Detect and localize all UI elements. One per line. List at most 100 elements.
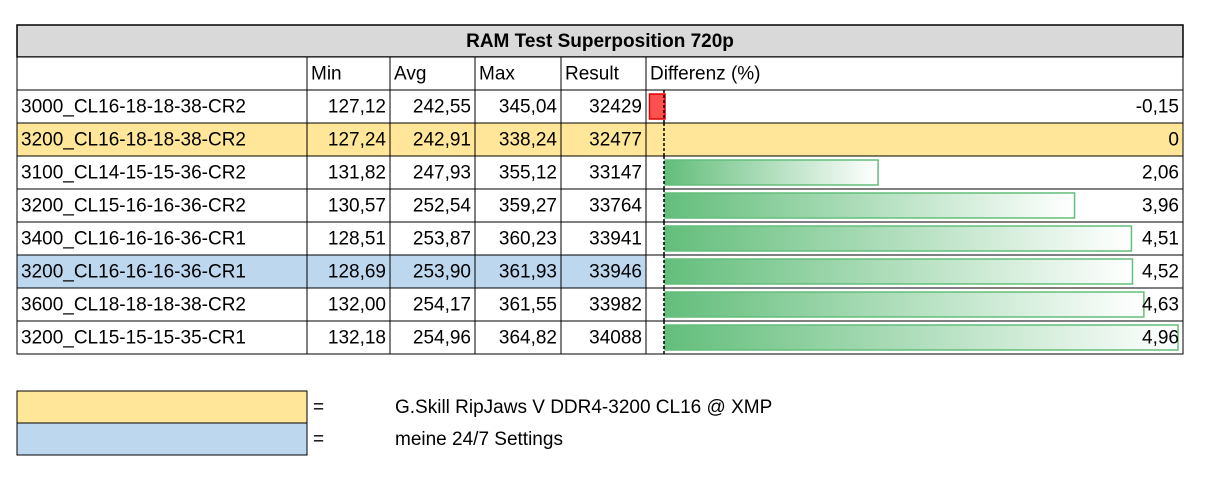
- cell-value: 360,23: [499, 229, 557, 250]
- cell-value: 127,12: [328, 97, 386, 118]
- cell-value: 33946: [589, 262, 642, 283]
- data-bar: [664, 192, 1076, 219]
- cell-value: 33764: [589, 196, 642, 217]
- cell-value: 33941: [589, 229, 642, 250]
- column-header: Avg: [394, 64, 426, 85]
- table-cell: [474, 89, 562, 124]
- legend-text: meine 24/7 Settings: [395, 429, 563, 450]
- table-cell: [306, 122, 391, 157]
- cell-value: 132,18: [328, 328, 386, 349]
- cell-value: 131,82: [328, 163, 386, 184]
- cell-value: 127,24: [328, 130, 387, 151]
- row-label: 3100_CL14-15-15-36-CR2: [21, 163, 246, 184]
- table-cell: [306, 287, 391, 322]
- cell-value: 3,96: [1142, 196, 1179, 217]
- table-cell: [389, 188, 476, 223]
- table-cell: [474, 155, 562, 190]
- data-bar: [664, 159, 879, 186]
- cell-value: 338,24: [499, 130, 558, 151]
- table-cell: [560, 287, 647, 322]
- row-label: 3200_CL16-18-18-38-CR2: [21, 130, 246, 151]
- cell-value: 355,12: [499, 163, 557, 184]
- cell-value: 0: [1168, 130, 1179, 151]
- table-cell: [16, 287, 308, 322]
- cell-value: 254,96: [413, 328, 471, 349]
- header-cell: [16, 56, 308, 91]
- table-cell: [645, 89, 1184, 124]
- row-label: 3200_CL16-16-16-36-CR1: [21, 262, 246, 283]
- cell-value: 242,55: [413, 97, 471, 118]
- cell-value: 2,06: [1142, 163, 1179, 184]
- header-cell: [306, 56, 391, 91]
- cell-value: 253,90: [413, 262, 471, 283]
- table-cell: [474, 122, 562, 157]
- cell-value: 4,63: [1142, 295, 1179, 316]
- title-cell: [16, 24, 1184, 58]
- legend-symbol: =: [313, 397, 324, 418]
- legend-swatch: [16, 390, 308, 424]
- cell-value: 361,55: [499, 295, 557, 316]
- cell-value: 32477: [589, 130, 642, 151]
- cell-value: 364,82: [499, 328, 557, 349]
- table-cell: [16, 188, 308, 223]
- cell-value: 252,54: [413, 196, 472, 217]
- legend-symbol: =: [313, 429, 324, 450]
- row-label: 3600_CL18-18-18-38-CR2: [21, 295, 246, 316]
- table-title: RAM Test Superposition 720p: [466, 31, 734, 52]
- cell-value: 33147: [589, 163, 642, 184]
- data-bar: [664, 258, 1134, 285]
- row-label: 3200_CL15-15-15-35-CR1: [21, 328, 246, 349]
- table-cell: [306, 155, 391, 190]
- table-cell: [389, 320, 476, 355]
- cell-value: 4,96: [1142, 328, 1179, 349]
- cell-value: 242,91: [413, 130, 471, 151]
- table-cell: [16, 320, 308, 355]
- cell-value: -0,15: [1136, 97, 1179, 118]
- data-bar: [664, 324, 1179, 351]
- table-cell: [389, 287, 476, 322]
- data-bar: [648, 93, 666, 120]
- table-cell: [16, 155, 308, 190]
- table-cell: [389, 122, 476, 157]
- row-label: 3400_CL16-16-16-36-CR1: [21, 229, 246, 250]
- table-cell: [16, 254, 308, 289]
- column-header: Min: [311, 64, 342, 85]
- column-header: Differenz (%): [650, 64, 761, 85]
- cell-value: 128,51: [328, 229, 386, 250]
- cell-value: 32429: [589, 97, 642, 118]
- legend-text: G.Skill RipJaws V DDR4-3200 CL16 @ XMP: [395, 397, 772, 418]
- cell-value: 361,93: [499, 262, 557, 283]
- cell-value: 132,00: [328, 295, 386, 316]
- row-label: 3200_CL15-16-16-36-CR2: [21, 196, 246, 217]
- cell-value: 254,17: [413, 295, 471, 316]
- column-header: Result: [565, 64, 620, 85]
- table-cell: [560, 155, 647, 190]
- table-cell: [306, 188, 391, 223]
- column-header: Max: [479, 64, 515, 85]
- header-cell: [389, 56, 476, 91]
- header-cell: [645, 56, 1184, 91]
- cell-value: 359,27: [499, 196, 557, 217]
- cell-value: 33982: [589, 295, 642, 316]
- cell-value: 130,57: [328, 196, 386, 217]
- table-cell: [16, 221, 308, 256]
- table-cell: [560, 254, 647, 289]
- table-cell: [16, 122, 308, 157]
- cell-value: 345,04: [499, 97, 558, 118]
- table-cell: [389, 221, 476, 256]
- cell-value: 4,52: [1142, 262, 1179, 283]
- table-cell: [645, 122, 1184, 157]
- legend-swatch: [16, 422, 308, 456]
- data-bar: [664, 225, 1133, 252]
- data-bar: [664, 291, 1145, 318]
- table-cell: [306, 89, 391, 124]
- table-cell: [474, 320, 562, 355]
- row-label: 3000_CL16-18-18-38-CR2: [21, 97, 246, 118]
- cell-value: 247,93: [413, 163, 471, 184]
- table-cell: [474, 188, 562, 223]
- cell-value: 128,69: [328, 262, 386, 283]
- cell-value: 253,87: [413, 229, 471, 250]
- table-cell: [474, 254, 562, 289]
- cell-value: 4,51: [1142, 229, 1179, 250]
